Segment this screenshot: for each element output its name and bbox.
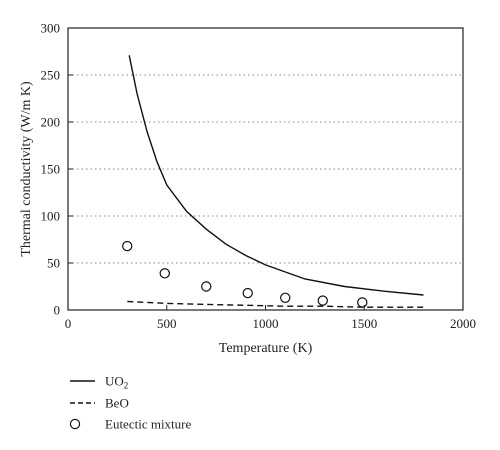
y-tick-label: 200 xyxy=(41,115,61,130)
legend: UO2 BeO Eutectic mixture xyxy=(69,374,192,432)
series-3-point xyxy=(159,268,170,279)
legend-label: BeO xyxy=(105,396,129,411)
y-tick-label: 100 xyxy=(41,209,61,224)
y-tick-label: 300 xyxy=(41,21,61,36)
series-2-line xyxy=(127,300,424,308)
y-tick-label: 50 xyxy=(47,256,60,271)
x-tick-label: 1500 xyxy=(351,316,377,331)
series-3-point xyxy=(357,297,368,308)
series-layer xyxy=(122,55,424,308)
x-tick-label: 2000 xyxy=(450,316,476,331)
grid-layer xyxy=(68,74,463,264)
series-3-point xyxy=(317,295,328,306)
y-tick-label: 150 xyxy=(41,162,61,177)
x-axis-title: Temperature (K) xyxy=(219,341,313,356)
x-tick-label: 0 xyxy=(65,316,72,331)
x-tick-label: 500 xyxy=(157,316,177,331)
y-axis-title: Thermal conductivity (W/m K) xyxy=(19,81,34,257)
legend-subscript: 2 xyxy=(124,381,129,391)
legend-label: UO2 xyxy=(105,374,128,391)
legend-swatch xyxy=(69,418,81,430)
y-tick-label: 0 xyxy=(54,303,61,318)
series-1-line xyxy=(128,55,424,296)
y-tick-label: 250 xyxy=(41,68,61,83)
series-3-point xyxy=(122,240,133,252)
series-3-point xyxy=(242,287,253,299)
x-tick-label: 1000 xyxy=(253,316,279,331)
series-3-point xyxy=(280,292,291,303)
series-3-point xyxy=(201,281,212,292)
legend-label: Eutectic mixture xyxy=(105,417,192,432)
tick-layer: 0 500 1000 1500 2000 0 50 100 150 200 250 300 xyxy=(41,21,477,332)
